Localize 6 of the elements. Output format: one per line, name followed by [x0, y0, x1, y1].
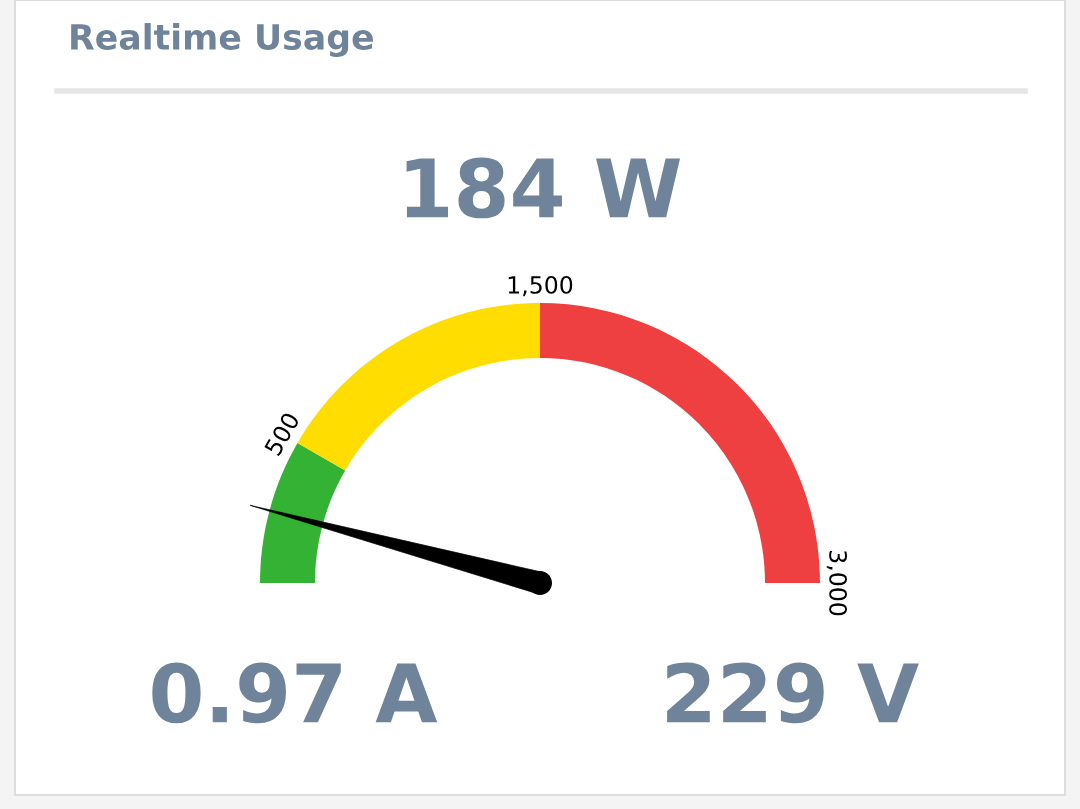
slice-label: 1,500: [508, 275, 573, 297]
text: 0.97 A: [152, 662, 438, 724]
text: 229 V: [667, 662, 919, 724]
slice-label: 3,000: [826, 551, 848, 616]
text: 184 W: [406, 157, 681, 219]
chart-title: Realtime Usage: [71, 23, 373, 57]
